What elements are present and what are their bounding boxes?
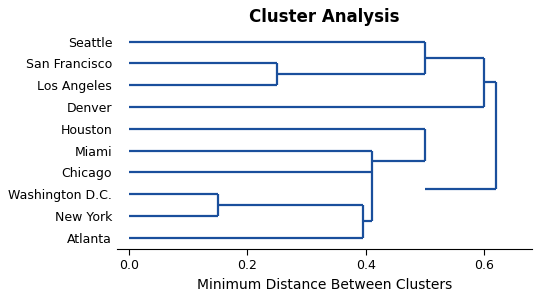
Title: Cluster Analysis: Cluster Analysis (249, 8, 400, 26)
X-axis label: Minimum Distance Between Clusters: Minimum Distance Between Clusters (197, 278, 452, 292)
